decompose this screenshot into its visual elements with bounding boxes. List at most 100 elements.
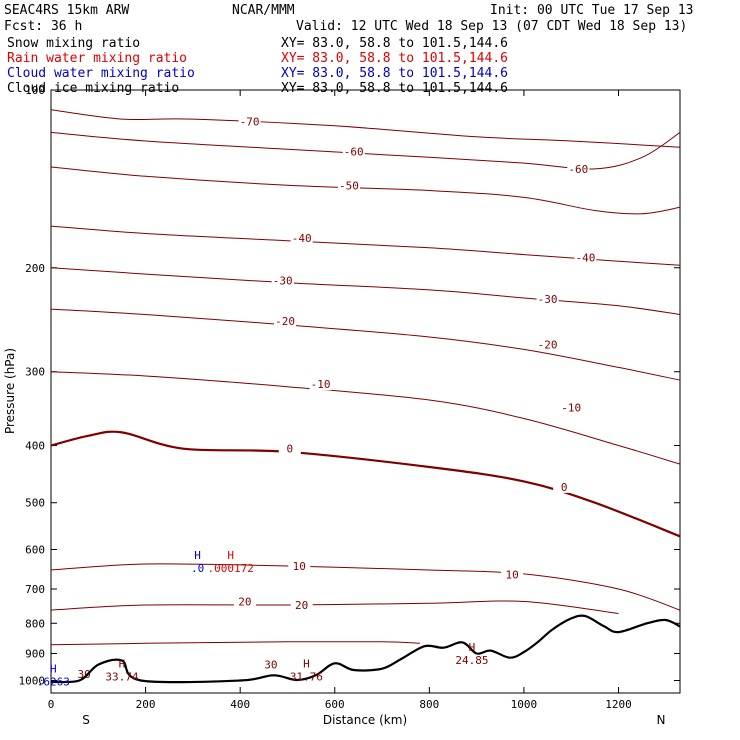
- isotherm-line: [51, 371, 680, 465]
- org-label: NCAR/MMM: [232, 3, 295, 18]
- x-tick-label: 1000: [511, 698, 538, 711]
- north-end-label: N: [657, 713, 666, 727]
- temperature-max-value: 24.85: [455, 654, 488, 667]
- x-tick-label: 0: [48, 698, 55, 711]
- isotherm-line: [51, 131, 680, 170]
- x-axis-label: Distance (km): [323, 713, 407, 727]
- isotherm-label: 30: [264, 659, 277, 672]
- isotherm-label: -60: [568, 163, 588, 176]
- temperature-max-value: 31.76: [290, 670, 323, 683]
- y-tick-label: 500: [25, 497, 45, 510]
- isotherm-label-bg: [501, 568, 524, 581]
- isotherm-label-bg: [309, 378, 332, 391]
- isotherm-line: [51, 430, 680, 538]
- x-tick-label: 800: [419, 698, 439, 711]
- legend-cloudice-label: Cloud ice mixing ratio: [7, 81, 179, 96]
- temperature-max-marker: H: [469, 641, 476, 654]
- isotherm-label-bg: [233, 595, 256, 608]
- isotherm-label-bg: [290, 231, 313, 244]
- isotherm-line: [51, 308, 680, 381]
- temperature-max-marker: H: [303, 657, 310, 670]
- isotherm-line: [51, 641, 420, 646]
- south-end-label: S: [82, 713, 90, 727]
- isotherm-label: 30: [77, 668, 90, 681]
- isotherm-label-bg: [567, 162, 590, 175]
- isotherm-label-bg: [288, 560, 311, 573]
- isotherm-label: -10: [311, 378, 331, 391]
- x-tick-label: 1200: [605, 698, 632, 711]
- y-tick-label: 700: [25, 583, 45, 596]
- isotherm-label: -40: [292, 232, 312, 245]
- y-tick-label: 800: [25, 617, 45, 630]
- isotherm-label: -20: [275, 315, 295, 328]
- legend-snow-xy: XY= 83.0, 58.8 to 101.5,144.6: [281, 36, 508, 51]
- legend-cloudice-xy: XY= 83.0, 58.8 to 101.5,144.6: [281, 81, 508, 96]
- rain-max-marker: H: [227, 549, 234, 562]
- isotherm-label-bg: [342, 145, 365, 158]
- isotherm-label-bg: [536, 338, 559, 351]
- isotherm-label-bg: [274, 314, 297, 327]
- isotherm-group: -70 -60 -60 -50 -40 -40 -30 -30 -20 -20 -10 -10 0 0 10…: [51, 109, 680, 681]
- isotherm-label-bg: [238, 115, 261, 128]
- rain-max-value: .000172: [208, 562, 254, 575]
- cloudwater-max-marker: H: [194, 549, 201, 562]
- isotherm-label: -30: [538, 293, 558, 306]
- isotherm-line: [51, 267, 680, 315]
- isotherm-label: -30: [273, 274, 293, 287]
- y-tick-label: 400: [25, 440, 45, 453]
- y-axis-label: Pressure (hPa): [3, 348, 17, 434]
- isotherm-label: -70: [240, 115, 260, 128]
- isotherm-label: 20: [238, 596, 251, 609]
- y-tick-label: 300: [25, 366, 45, 379]
- x-tick-label: 600: [325, 698, 345, 711]
- isotherm-label: -40: [575, 251, 595, 264]
- isotherm-label-bg: [560, 401, 583, 414]
- isotherm-label: -20: [538, 339, 558, 352]
- forecast-hour: Fcst: 36 h: [4, 19, 82, 34]
- isotherm-label: -60: [344, 145, 364, 158]
- isotherm-label-bg: [337, 179, 360, 192]
- x-tick-label: 400: [230, 698, 250, 711]
- isotherm-line: [51, 600, 619, 614]
- temperature-max-marker: H: [119, 657, 126, 670]
- y-tick-label: 600: [25, 543, 45, 556]
- isotherm-label-bg: [290, 598, 313, 611]
- isotherm-label: 0: [561, 481, 568, 494]
- cloudwater-max-value: .6263: [37, 676, 70, 689]
- y-tick-label: 100: [25, 84, 45, 97]
- isotherm-label: 10: [505, 569, 518, 582]
- isotherm-label-bg: [536, 293, 559, 306]
- isotherm-line: [51, 166, 680, 215]
- isotherm-label-bg: [553, 480, 576, 493]
- isotherm-line: [51, 225, 680, 266]
- isotherm-label: 10: [293, 560, 306, 573]
- cloudwater-max-marker: H: [50, 663, 57, 676]
- legend-cloudwater-xy: XY= 83.0, 58.8 to 101.5,144.6: [281, 66, 508, 81]
- model-title: SEAC4RS 15km ARW: [4, 3, 129, 18]
- cloudwater-max-value: .0: [191, 562, 204, 575]
- init-label: Init: 00 UTC Tue 17 Sep 13: [490, 3, 694, 18]
- legend-rain-xy: XY= 83.0, 58.8 to 101.5,144.6: [281, 51, 508, 66]
- isotherm-label-bg: [278, 442, 301, 455]
- temperature-max-value: 33.74: [105, 670, 138, 683]
- y-tick-label: 1000: [19, 674, 46, 687]
- legend-cloudwater-label: Cloud water mixing ratio: [7, 66, 195, 81]
- isotherm-line: [51, 109, 680, 148]
- isotherm-label: 0: [287, 443, 294, 456]
- isotherm-label-bg: [574, 251, 597, 264]
- plot-frame: [50, 89, 681, 694]
- x-tick-label: 200: [136, 698, 156, 711]
- isotherm-label: -10: [561, 402, 581, 415]
- isotherm-line: [51, 563, 680, 611]
- y-tick-label: 900: [25, 647, 45, 660]
- legend-snow-label: Snow mixing ratio: [7, 36, 140, 51]
- y-tick-label: 200: [25, 262, 45, 275]
- legend-rain-label: Rain water mixing ratio: [7, 51, 187, 66]
- terrain-group: [51, 614, 680, 684]
- terrain-line: [51, 614, 680, 684]
- isotherm-label: 20: [295, 599, 308, 612]
- valid-label: Valid: 12 UTC Wed 18 Sep 13 (07 CDT Wed …: [296, 19, 687, 34]
